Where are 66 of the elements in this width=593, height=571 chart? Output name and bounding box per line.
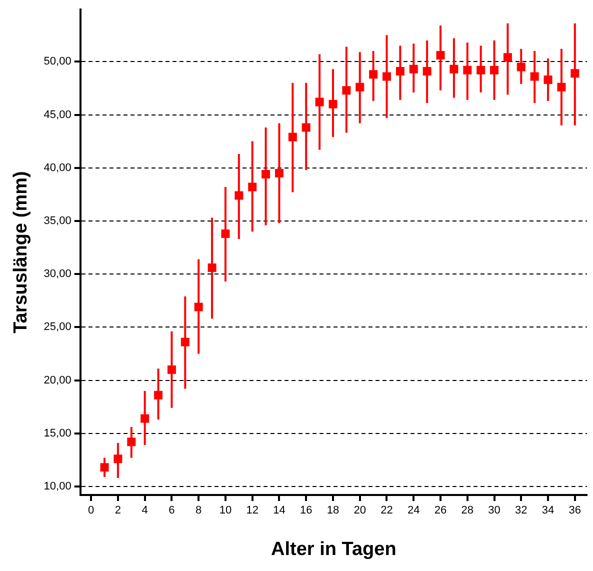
point [274,168,284,178]
point [369,70,378,79]
point [114,454,122,464]
y-tick-label: 10,00 [44,480,72,493]
x-tick-label: 18 [326,504,340,517]
y-tick-label: 20,00 [44,374,72,386]
x-tick-label: 14 [273,504,286,517]
point [154,390,163,400]
point [503,53,512,62]
x-tick-label: 12 [246,504,258,517]
point [557,82,566,92]
point [302,123,310,132]
x-tick-label: 28 [461,504,474,517]
point [450,64,458,74]
x-tick-label: 24 [408,504,420,517]
point [167,365,176,374]
x-tick-label: 16 [300,504,312,517]
point [382,72,391,81]
point [262,170,270,178]
point [221,229,230,238]
point [409,64,418,74]
x-tick-label: 22 [380,504,393,517]
x-tick-label: 34 [542,504,554,517]
point [288,132,297,142]
point [342,86,351,95]
point [208,263,216,272]
point [463,66,472,74]
y-tick-label: 50,00 [44,56,72,68]
point [127,438,136,446]
point [100,463,109,472]
point [315,98,324,106]
x-axis-title: Alter in Tagen [271,538,396,560]
point [140,414,150,423]
point [180,338,190,346]
x-tick-label: 32 [515,504,528,517]
point [234,191,244,200]
point [248,182,257,192]
x-tick-label: 8 [196,504,202,517]
point [530,72,539,81]
y-tick-label: 25,00 [44,321,72,334]
x-tick-label: 0 [88,504,94,517]
y-tick-label: 30,00 [44,268,72,280]
point [570,69,580,78]
y-tick-label: 35,00 [44,215,72,227]
point [396,66,404,76]
x-tick-label: 30 [488,504,500,517]
point [422,66,432,76]
x-tick-label: 4 [142,504,148,517]
x-tick-label: 20 [354,504,366,517]
y-tick-label: 40,00 [44,162,72,174]
point [436,51,445,60]
y-tick-label: 15,00 [44,427,72,440]
point [194,302,203,312]
point [356,82,364,92]
x-tick-label: 10 [219,504,232,517]
x-tick-label: 36 [568,504,582,517]
point [516,62,526,72]
x-tick-label: 2 [114,504,122,517]
point [544,75,552,84]
y-axis-title: Tarsuslänge (mm) [10,171,32,334]
x-tick-label: 6 [168,504,175,517]
y-tick-label: 45,00 [44,108,72,121]
point [490,66,499,74]
x-tick-label: 26 [434,504,447,517]
point [328,100,338,108]
point [476,66,486,74]
